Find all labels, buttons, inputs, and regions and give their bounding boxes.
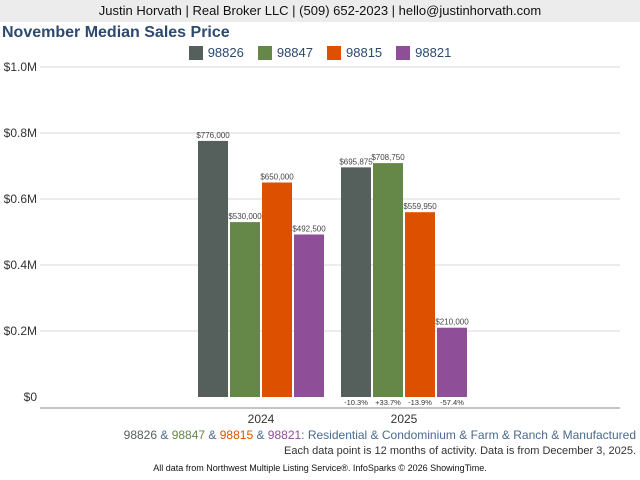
legend-swatch xyxy=(396,45,411,60)
legend-item[interactable]: 98847 xyxy=(257,45,313,60)
y-tick-label: $0.8M xyxy=(4,126,37,140)
legend-swatch xyxy=(327,45,341,60)
footer: All data from Northwest Multiple Listing… xyxy=(153,463,487,473)
bar-98821-2025 xyxy=(437,327,467,397)
data-label: $492,500 xyxy=(292,224,326,233)
change-label: -10.3% xyxy=(344,398,368,407)
legend: 98826 98847 98815 98821 xyxy=(0,45,640,60)
data-label: $776,000 xyxy=(196,131,230,140)
data-label: $210,000 xyxy=(435,318,469,327)
sep: & xyxy=(205,428,220,442)
x-tick-label: 2025 xyxy=(391,412,418,426)
bar-98815-2025 xyxy=(405,212,435,397)
change-label: -57.4% xyxy=(440,398,464,407)
legend-label: 98826 xyxy=(207,45,244,60)
chart-title: November Median Sales Price xyxy=(2,24,230,41)
y-tick-label: $0.2M xyxy=(4,324,37,338)
bar-98826-2024 xyxy=(198,140,228,398)
bar-98815-2024 xyxy=(262,182,292,397)
data-note: Each data point is 12 months of activity… xyxy=(284,445,636,457)
data-label: $530,000 xyxy=(228,212,262,221)
sep: & xyxy=(253,428,268,442)
chart-subtitle: 98826 & 98847 & 98815 & 98821: Residenti… xyxy=(0,428,636,442)
change-label: -13.9% xyxy=(408,398,432,407)
legend-swatch xyxy=(188,45,203,60)
subtitle-suffix: : Residential & Condominium & Farm & Ran… xyxy=(301,428,636,442)
legend-item[interactable]: 98815 xyxy=(327,45,382,60)
bar-98821-2024 xyxy=(294,234,324,397)
legend-label: 98815 xyxy=(346,45,383,60)
legend-item[interactable]: 98826 xyxy=(188,45,244,60)
bar-98826-2025 xyxy=(341,167,371,397)
y-tick-label: $0 xyxy=(24,390,38,404)
change-label: +33.7% xyxy=(375,398,401,407)
x-tick-label: 2024 xyxy=(248,412,275,426)
sep: & xyxy=(157,428,172,442)
y-tick-label: $0.4M xyxy=(4,258,37,272)
legend-label: 98821 xyxy=(415,45,452,60)
y-tick-label: $1.0M xyxy=(4,60,37,74)
data-label: $559,950 xyxy=(403,202,437,211)
bar-98847-2024 xyxy=(230,222,260,397)
y-tick-label: $0.6M xyxy=(4,192,37,206)
legend-swatch xyxy=(257,45,272,60)
zip-98847: 98847 xyxy=(171,428,206,442)
legend-label: 98847 xyxy=(276,45,313,60)
legend-item[interactable]: 98821 xyxy=(396,45,451,60)
zip-98826: 98826 xyxy=(123,428,158,442)
zip-98815: 98815 xyxy=(219,428,254,442)
bar-98847-2025 xyxy=(373,163,403,397)
data-label: $708,750 xyxy=(371,153,405,162)
data-label: $650,000 xyxy=(260,173,294,182)
contact-header: Justin Horvath | Real Broker LLC | (509)… xyxy=(0,0,640,22)
data-label: $695,875 xyxy=(339,157,373,166)
zip-98821: 98821 xyxy=(267,428,302,442)
